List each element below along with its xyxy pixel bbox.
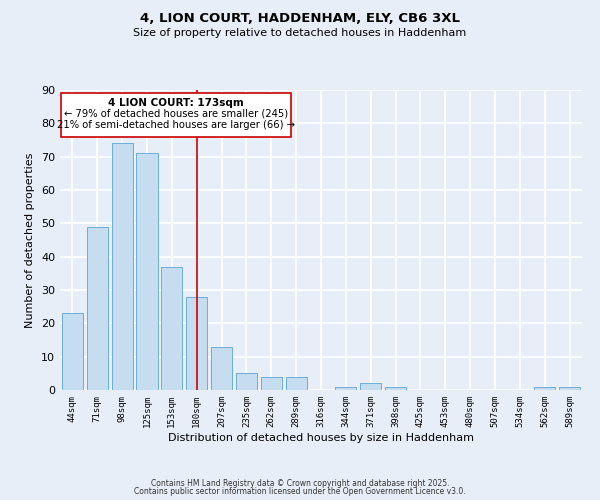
Bar: [534, 386, 555, 390]
Text: 21% of semi-detached houses are larger (66) →: 21% of semi-detached houses are larger (…: [57, 120, 295, 130]
Bar: [87, 226, 108, 390]
Bar: [286, 376, 307, 390]
Text: ← 79% of detached houses are smaller (245): ← 79% of detached houses are smaller (24…: [64, 108, 288, 118]
FancyBboxPatch shape: [61, 94, 291, 136]
Bar: [559, 386, 580, 390]
X-axis label: Distribution of detached houses by size in Haddenham: Distribution of detached houses by size …: [168, 432, 474, 442]
Bar: [385, 386, 406, 390]
Bar: [360, 384, 381, 390]
Bar: [112, 144, 133, 390]
Bar: [211, 346, 232, 390]
Text: Contains public sector information licensed under the Open Government Licence v3: Contains public sector information licen…: [134, 487, 466, 496]
Bar: [186, 296, 207, 390]
Bar: [62, 314, 83, 390]
Bar: [236, 374, 257, 390]
Text: Size of property relative to detached houses in Haddenham: Size of property relative to detached ho…: [133, 28, 467, 38]
Bar: [261, 376, 282, 390]
Bar: [161, 266, 182, 390]
Text: 4 LION COURT: 173sqm: 4 LION COURT: 173sqm: [109, 98, 244, 108]
Text: 4, LION COURT, HADDENHAM, ELY, CB6 3XL: 4, LION COURT, HADDENHAM, ELY, CB6 3XL: [140, 12, 460, 26]
Bar: [136, 154, 158, 390]
Text: Contains HM Land Registry data © Crown copyright and database right 2025.: Contains HM Land Registry data © Crown c…: [151, 478, 449, 488]
Y-axis label: Number of detached properties: Number of detached properties: [25, 152, 35, 328]
Bar: [335, 386, 356, 390]
